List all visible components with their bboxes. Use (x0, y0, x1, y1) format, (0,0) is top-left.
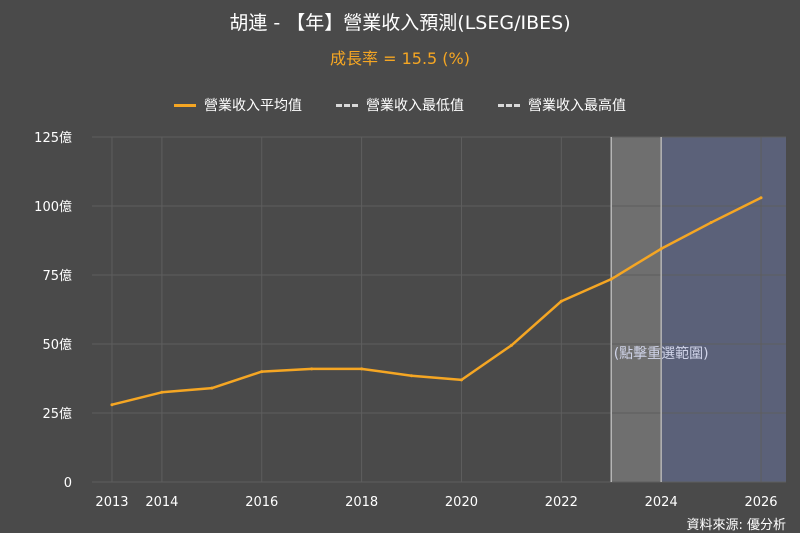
chart-title: 胡連 - 【年】營業收入預測(LSEG/IBES) (229, 12, 571, 34)
band-label: (點擊重選範圍) (614, 345, 709, 362)
data-point (260, 370, 264, 374)
data-point (459, 378, 463, 382)
x-tick-label: 2013 (95, 495, 128, 510)
source-note: 資料來源: 優分析 (686, 518, 786, 533)
legend-line-icon (174, 103, 196, 107)
x-tick-label: 2022 (545, 495, 578, 510)
data-point (709, 221, 713, 225)
data-point (410, 374, 414, 378)
forecast-range-band[interactable] (661, 137, 786, 482)
growth-rate-subtitle: 成長率 = 15.5 (%) (330, 49, 470, 68)
data-point (110, 403, 114, 407)
y-tick-label: 0 (64, 476, 72, 491)
legend-dash-icon (498, 103, 520, 107)
y-tick-label: 25億 (42, 406, 72, 422)
y-tick-label: 125億 (34, 130, 72, 146)
legend-label: 營業收入最高值 (528, 98, 626, 114)
x-tick-label: 2016 (245, 495, 278, 510)
series-line (111, 196, 762, 406)
legend: 營業收入平均值 營業收入最低值 營業收入最高值 (0, 94, 800, 116)
data-point (360, 367, 364, 371)
selected-range-band[interactable] (611, 137, 662, 482)
legend-dash-icon (336, 103, 358, 107)
data-point (559, 299, 563, 303)
legend-item-average[interactable]: 營業收入平均值 (174, 94, 302, 116)
x-tick-label: 2020 (445, 495, 478, 510)
x-tick-label: 2018 (345, 495, 378, 510)
x-tick-label: 2024 (645, 495, 678, 510)
data-point (310, 367, 314, 371)
y-tick-label: 75億 (42, 268, 72, 284)
legend-item-max[interactable]: 營業收入最高值 (498, 94, 626, 116)
legend-label: 營業收入平均值 (204, 98, 302, 114)
data-point (160, 390, 164, 394)
data-point (759, 196, 763, 200)
legend-label: 營業收入最低值 (366, 98, 464, 114)
x-tick-label: 2014 (145, 495, 178, 510)
data-point (609, 277, 613, 281)
y-tick-label: 50億 (42, 337, 72, 353)
x-tick-label: 2026 (744, 495, 777, 510)
data-point (210, 386, 214, 390)
legend-item-min[interactable]: 營業收入最低值 (336, 94, 464, 116)
data-point (659, 247, 663, 251)
y-tick-label: 100億 (34, 199, 72, 215)
data-point (509, 343, 513, 347)
